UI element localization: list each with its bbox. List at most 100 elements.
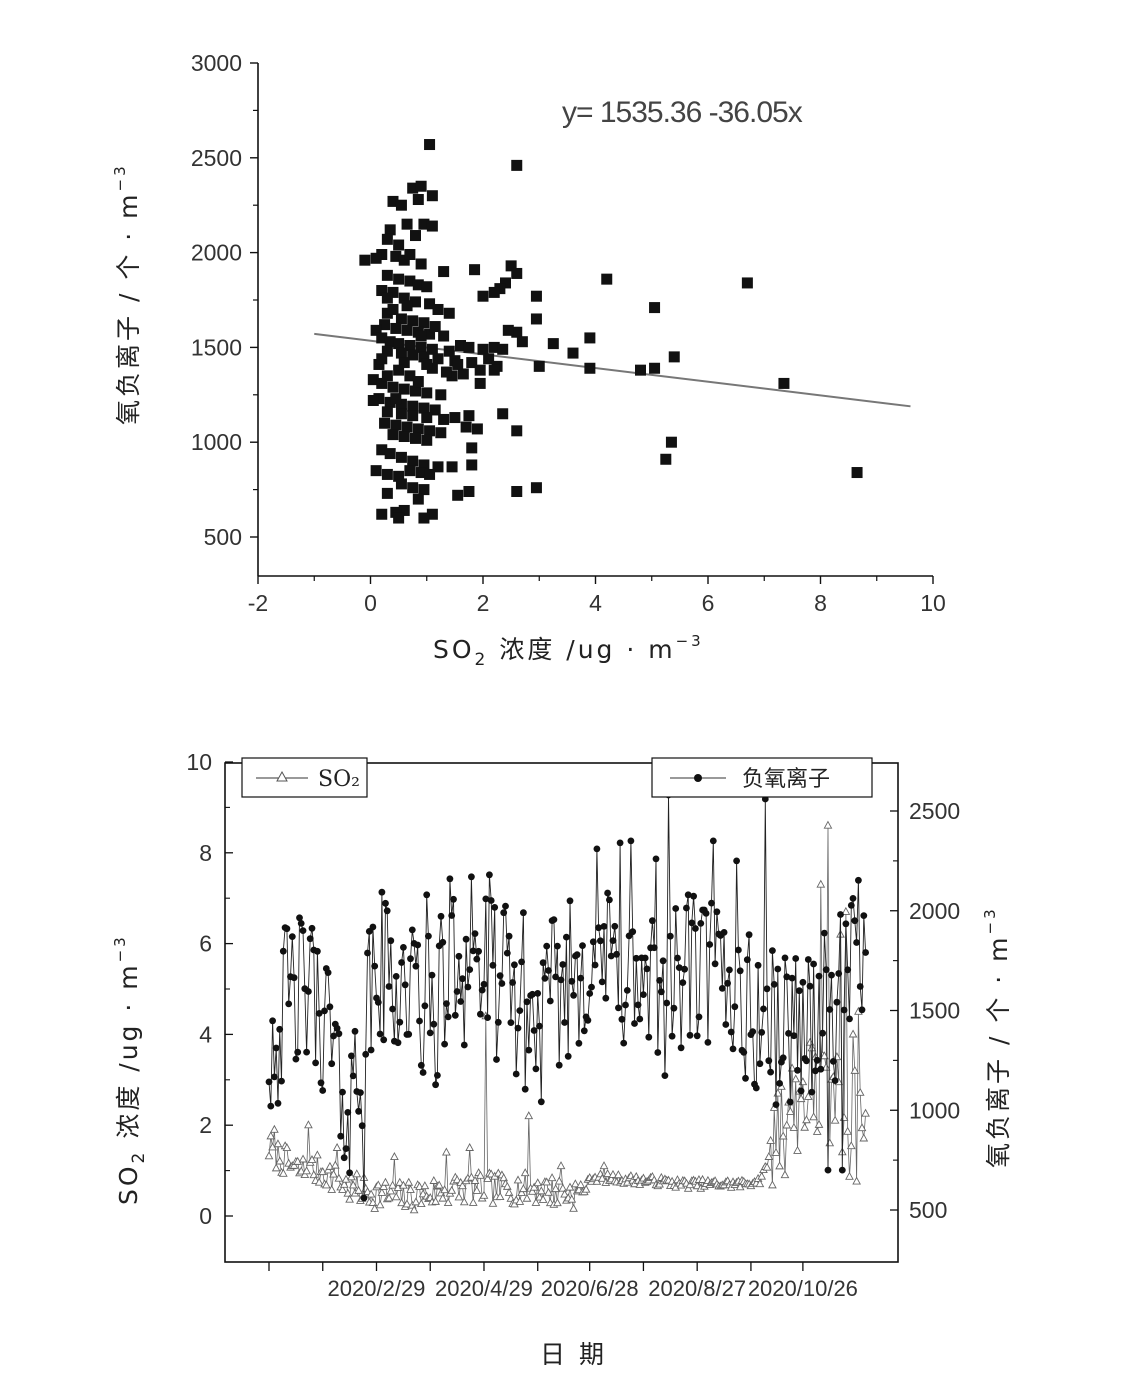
ion-point [794, 1066, 801, 1074]
right-y-tick-label: 2500 [909, 798, 960, 824]
right-y-tick-label: 1000 [909, 1097, 960, 1123]
timeseries-x-label: 日 期 [540, 1340, 607, 1369]
so2-point [327, 1184, 337, 1193]
so2-point [339, 1179, 349, 1188]
ion-point [804, 956, 812, 963]
ion-point [568, 977, 576, 985]
so2-point [429, 1175, 439, 1184]
scatter-y-ticks: 500 1000 1500 2000 2500 3000 [191, 50, 258, 550]
so2-point [302, 1166, 311, 1175]
ion-point [478, 986, 486, 994]
ion-point [448, 912, 456, 919]
so2-point [307, 1155, 317, 1164]
so2-point [852, 1176, 861, 1185]
ion-point [466, 966, 474, 973]
so2-point [698, 1174, 707, 1183]
ion-point [346, 1169, 353, 1177]
so2-point [859, 1133, 869, 1142]
so2-point [567, 1194, 577, 1203]
ion-point [486, 871, 493, 879]
ion-point [371, 962, 379, 970]
scatter-point [415, 341, 427, 353]
scatter-point [407, 315, 419, 327]
scatter-point [412, 279, 424, 291]
so2-point [798, 1077, 808, 1086]
ion-point [306, 935, 314, 943]
so2-point [857, 1123, 867, 1132]
so2-point [495, 1192, 505, 1201]
ion-point [729, 1045, 737, 1053]
so2-point [599, 1161, 609, 1170]
so2-point [321, 1180, 331, 1189]
scatter-point [418, 484, 430, 496]
ion-point [417, 1061, 425, 1069]
so2-point [762, 1162, 772, 1171]
ion-point [453, 988, 461, 995]
scatter-point [424, 298, 436, 310]
scatter-point [387, 286, 399, 298]
ion-point [758, 1029, 766, 1036]
scatter-point [393, 364, 405, 376]
so2-point [536, 1186, 546, 1195]
scatter-y-label: 氧负离子 / 个 · m−3 [111, 163, 143, 425]
scatter-point [390, 506, 402, 518]
scatter-x-tick-label: -2 [248, 590, 268, 616]
ion-point [450, 895, 457, 903]
ion-point [358, 1122, 366, 1130]
ion-point [838, 1166, 846, 1174]
x-tick-label: 2020/4/29 [435, 1276, 533, 1301]
so2-point [442, 1147, 451, 1156]
scatter-point [424, 468, 436, 480]
scatter-point [407, 349, 419, 361]
scatter-point [384, 336, 396, 348]
ion-point [580, 1027, 588, 1035]
ion-point [389, 1005, 396, 1013]
scatter-point [649, 362, 661, 374]
ion-point [828, 971, 835, 979]
ion-point [340, 1154, 348, 1162]
scatter-point [497, 408, 509, 420]
legend-ion-label: 负氧离子 [742, 767, 830, 792]
x-tick-label: 2020/10/26 [748, 1276, 858, 1301]
ion-point [545, 967, 552, 974]
ion-point [512, 1070, 520, 1078]
scatter-y-tick-label: 2500 [191, 145, 242, 171]
ion-point [706, 941, 714, 948]
so2-point [352, 1169, 362, 1178]
ion-point [557, 976, 565, 984]
scatter-y-tick-label: 1500 [191, 334, 242, 360]
ion-point [616, 839, 624, 847]
scatter-point [505, 260, 517, 272]
ion-point [376, 1030, 384, 1038]
ion-point [385, 983, 393, 990]
so2-point [479, 1190, 489, 1199]
so2-point [522, 1193, 532, 1202]
scatter-point [404, 370, 416, 382]
ion-point [769, 947, 776, 954]
so2-point [334, 1173, 344, 1182]
ion-point [697, 920, 705, 927]
ion-point [292, 1055, 300, 1063]
left-y-label-sup: −3 [111, 934, 129, 962]
ion-point [509, 979, 516, 986]
ion-point [383, 907, 391, 915]
ion-point [727, 1028, 735, 1036]
scatter-point [359, 254, 371, 266]
ion-point [537, 1098, 545, 1106]
ion-point [367, 1046, 375, 1054]
ion-point [821, 929, 828, 937]
ion-point [629, 928, 637, 936]
ion-point [677, 1044, 685, 1052]
ion-point [333, 1024, 341, 1032]
ion-point [378, 888, 386, 896]
ion-point [518, 958, 525, 966]
so2-point [554, 1176, 564, 1185]
ion-point [833, 998, 841, 1006]
ion-point [324, 969, 332, 976]
scatter-points [359, 139, 863, 524]
left-y-tick-label: 4 [199, 1021, 212, 1047]
ion-point [862, 949, 869, 956]
series-negative-ions [265, 791, 869, 1202]
ion-point [577, 974, 585, 982]
scatter-point [393, 338, 405, 350]
